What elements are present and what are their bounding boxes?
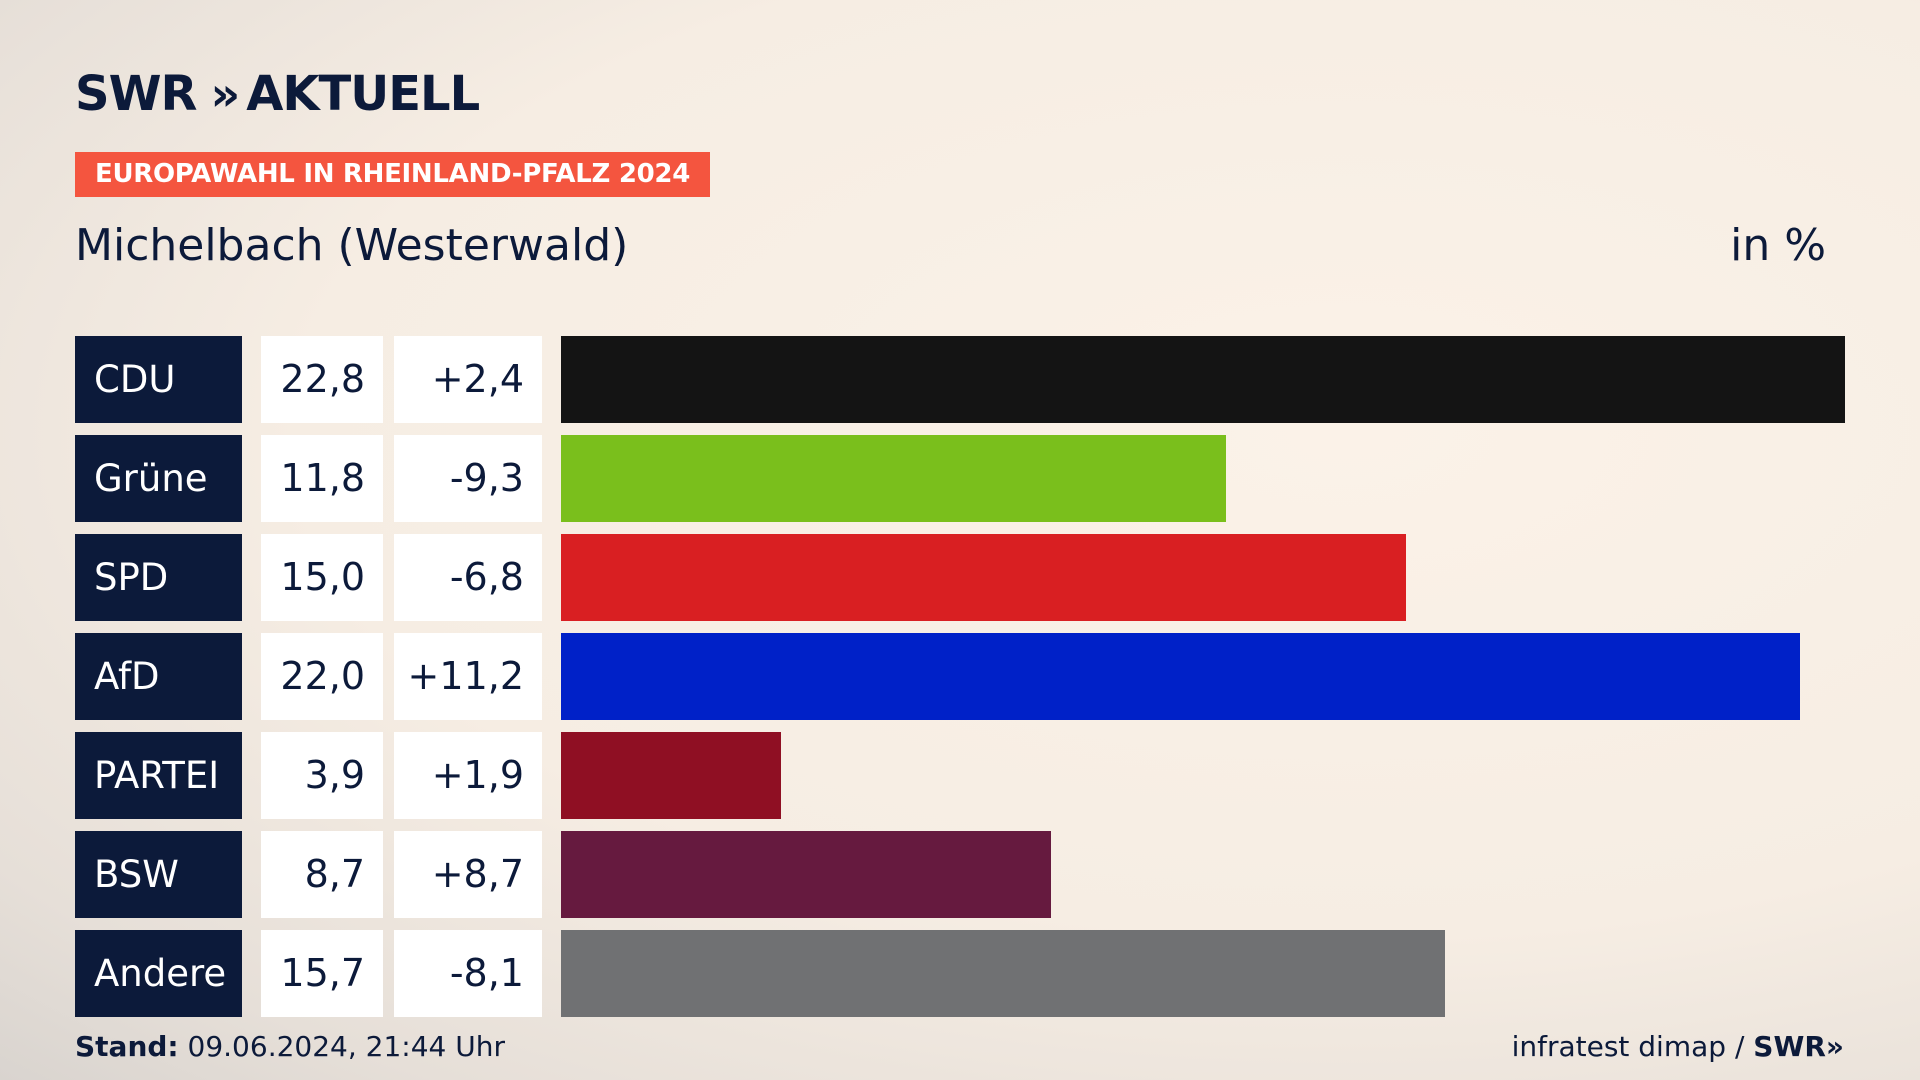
party-label: CDU — [75, 336, 242, 423]
vote-share-value: 22,0 — [261, 633, 383, 720]
party-label: BSW — [75, 831, 242, 918]
result-row-cdu: CDU 22,8 +2,4 — [75, 336, 1845, 423]
unit-label: in % — [1730, 220, 1826, 271]
result-bar — [561, 633, 1800, 720]
vote-share-change: -6,8 — [394, 534, 542, 621]
logo-aktuell: AKTUELL — [246, 66, 480, 122]
vote-share-change: -9,3 — [394, 435, 542, 522]
result-row-andere: Andere 15,7 -8,1 — [75, 930, 1845, 1017]
vote-share-change: +2,4 — [394, 336, 542, 423]
source-credit: infratest dimap / SWR» — [1512, 1030, 1844, 1063]
election-badge: EUROPAWAHL IN RHEINLAND-PFALZ 2024 — [75, 152, 710, 197]
stand-label: Stand: — [75, 1030, 179, 1063]
party-label: Andere — [75, 930, 242, 1017]
vote-share-value: 3,9 — [261, 732, 383, 819]
result-row-partei: PARTEI 3,9 +1,9 — [75, 732, 1845, 819]
vote-share-change: -8,1 — [394, 930, 542, 1017]
result-bar — [561, 534, 1406, 621]
vote-share-change: +1,9 — [394, 732, 542, 819]
source-brand: SWR» — [1753, 1030, 1844, 1063]
swr-aktuell-logo: SWR» AKTUELL — [75, 66, 480, 122]
vote-share-value: 15,7 — [261, 930, 383, 1017]
result-bar — [561, 435, 1226, 522]
stand-value: 09.06.2024, 21:44 Uhr — [187, 1030, 505, 1063]
result-bar — [561, 336, 1845, 423]
logo-swr: SWR — [75, 66, 197, 122]
result-row-grüne: Grüne 11,8 -9,3 — [75, 435, 1845, 522]
vote-share-value: 22,8 — [261, 336, 383, 423]
vote-share-change: +11,2 — [394, 633, 542, 720]
vote-share-value: 15,0 — [261, 534, 383, 621]
result-row-spd: SPD 15,0 -6,8 — [75, 534, 1845, 621]
party-label: SPD — [75, 534, 242, 621]
result-bar — [561, 930, 1445, 1017]
party-label: PARTEI — [75, 732, 242, 819]
vote-share-value: 11,8 — [261, 435, 383, 522]
result-bar — [561, 831, 1051, 918]
result-bar — [561, 732, 781, 819]
vote-share-change: +8,7 — [394, 831, 542, 918]
timestamp: Stand: 09.06.2024, 21:44 Uhr — [75, 1030, 505, 1063]
source-text: infratest dimap / — [1511, 1030, 1745, 1063]
chart-title: Michelbach (Westerwald) — [75, 220, 629, 271]
result-row-afd: AfD 22,0 +11,2 — [75, 633, 1845, 720]
party-label: AfD — [75, 633, 242, 720]
vote-share-value: 8,7 — [261, 831, 383, 918]
party-label: Grüne — [75, 435, 242, 522]
logo-chevron-icon: » — [210, 67, 239, 121]
result-row-bsw: BSW 8,7 +8,7 — [75, 831, 1845, 918]
